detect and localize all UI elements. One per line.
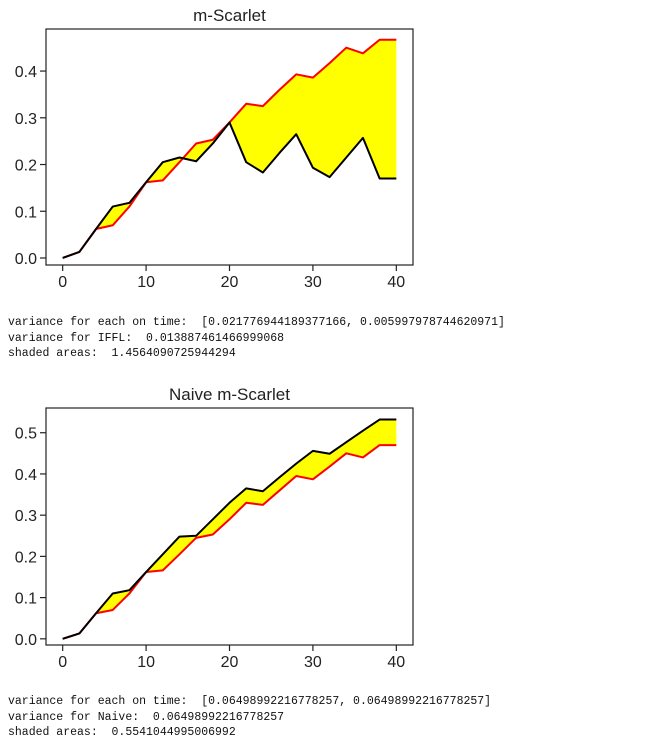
y-tick-label: 0.4 [15,64,37,81]
output-text-1: variance for each on time: [0.0217769441… [8,315,505,362]
x-tick-label: 30 [304,274,322,291]
y-tick-label: 0.2 [15,158,37,175]
x-tick-label: 10 [137,654,155,671]
output-line: variance for each on time: [0.0217769441… [8,316,505,329]
y-tick-label: 0.2 [15,549,37,566]
output-line: variance for Naive: 0.06498992216778257 [8,710,285,724]
chart-title: Naive m-Scarlet [169,385,290,404]
chart-title: m-Scarlet [193,6,266,25]
series-line-black [62,418,397,640]
output-line: shaded areas: 1.4564090725944294 [8,347,236,360]
y-tick-label: 0.1 [15,591,37,608]
shaded-area [62,419,397,639]
chart-m-scarlet: m-Scarlet 0 10 20 30 40 0.0 0.1 0.2 0.3 0.4 [15,6,414,291]
x-tick-label: 30 [304,654,322,671]
output-line: shaded areas: 0.5541044995006992 [8,726,236,739]
y-tick-label: 0.3 [15,111,37,128]
chart-naive-m-scarlet: Naive m-Scarlet 0 10 20 30 40 0.0 0.1 0.2 0.3 0.4 0… [15,385,414,671]
series-line-red [62,444,397,640]
x-tick-label: 10 [137,274,155,291]
x-tick-label: 0 [58,654,67,671]
x-tick-label: 0 [58,274,67,291]
series-line-black [62,121,397,259]
shaded-area [62,39,397,258]
y-tick-label: 0.1 [15,204,37,221]
x-tick-label: 40 [387,654,405,671]
y-tick-label: 0.0 [15,251,37,268]
x-tick-label: 20 [221,274,239,291]
y-tick-label: 0.5 [15,426,37,443]
output-line: variance for IFFL: 0.013887461466999068 [8,331,285,345]
x-tick-label: 40 [387,274,405,291]
y-tick-label: 0.0 [15,632,37,649]
output-text-2: variance for each on time: [0.0649899221… [8,694,491,741]
y-tick-label: 0.4 [15,467,37,484]
output-line: variance for each on time: [0.0649899221… [8,695,492,708]
y-tick-label: 0.3 [15,508,37,525]
x-tick-label: 20 [221,654,239,671]
